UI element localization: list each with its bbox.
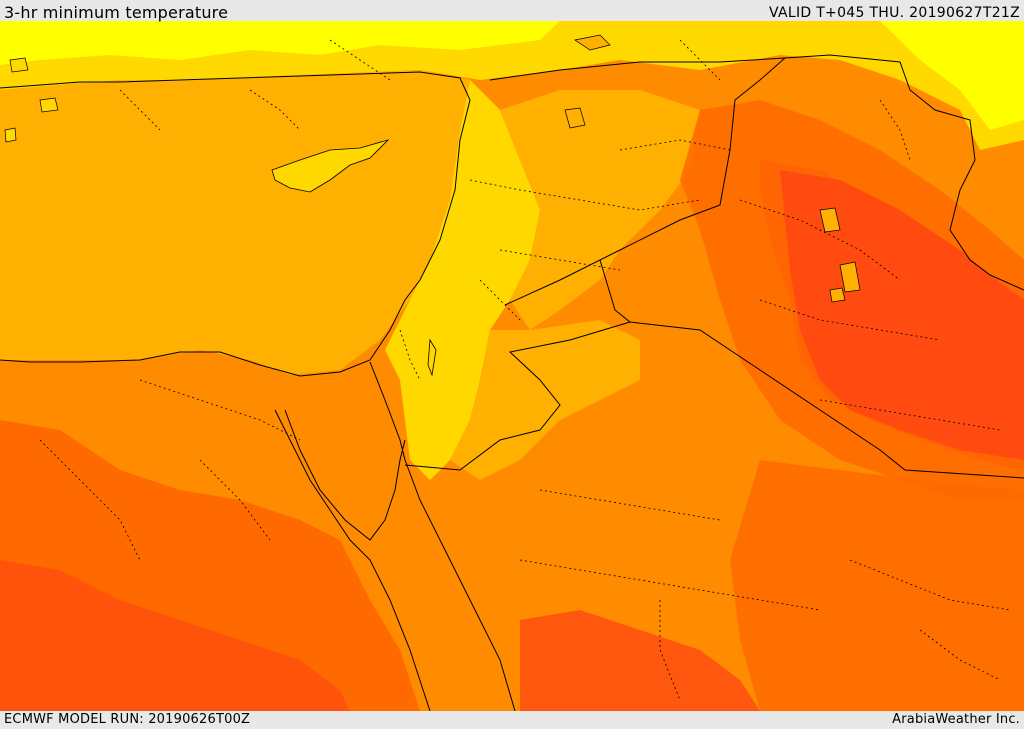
header-bar: 3-hr minimum temperature VALID T+045 THU… <box>0 0 1024 22</box>
footer-bar: ECMWF MODEL RUN: 20190626T00Z ArabiaWeat… <box>0 711 1024 729</box>
coastline-med <box>0 71 471 377</box>
zone-north-light-yellow <box>0 21 560 65</box>
border-syria-iraq <box>504 57 786 306</box>
aegean-islands <box>4 57 59 143</box>
zone-egypt-red <box>0 560 350 711</box>
coastline-sinai <box>284 409 406 541</box>
coastline-redsea <box>274 409 431 711</box>
temperature-map <box>0 21 1024 711</box>
zone-syria-light-orange <box>500 90 700 330</box>
border-egypt-israel <box>369 361 406 461</box>
border-jordan-saudi <box>404 321 631 471</box>
map-title: 3-hr minimum temperature <box>4 3 229 22</box>
cyprus <box>271 139 390 193</box>
zone-north-yellow <box>0 21 1024 150</box>
border-turkey-syria <box>489 57 786 81</box>
credit: ArabiaWeather Inc. <box>892 712 1020 727</box>
lakes <box>564 34 861 303</box>
zone-jordan-light-orange <box>450 320 640 480</box>
temperature-map-svg <box>0 21 1024 711</box>
border-iran-iraq <box>784 54 1024 291</box>
lake <box>427 338 437 377</box>
border-jordan-iraq <box>599 259 1024 479</box>
zone-saudi-dark-orange <box>730 460 1024 711</box>
zone-saudi-red <box>520 610 760 711</box>
zone-mediterranean <box>0 70 470 375</box>
valid-time: VALID T+045 THU. 20190627T21Z <box>768 5 1020 21</box>
zone-ne-yellow <box>880 21 1024 130</box>
internal-borders <box>39 39 1011 701</box>
zone-iraq-red-core <box>780 170 1024 460</box>
zone-levant-yellow <box>385 80 540 480</box>
model-run: ECMWF MODEL RUN: 20190626T00Z <box>4 712 251 727</box>
coastline-arabia-redsea <box>404 459 516 711</box>
